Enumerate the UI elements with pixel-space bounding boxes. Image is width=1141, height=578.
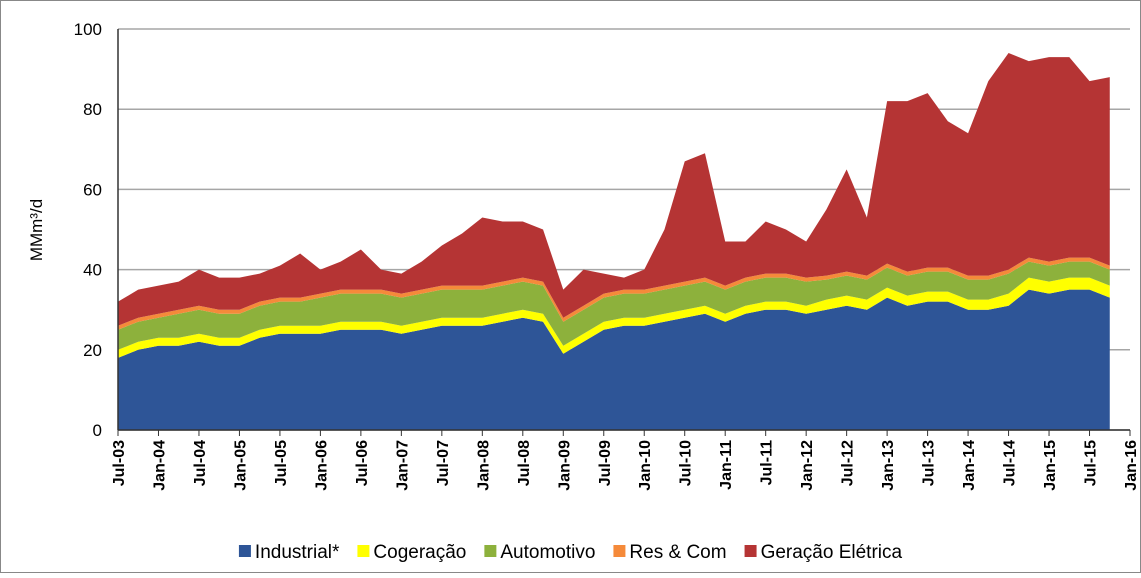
x-tick-label: Jan-16	[1123, 440, 1140, 491]
x-tick-label: Jul-05	[273, 440, 290, 486]
x-tick-label: Jul-06	[354, 440, 371, 486]
x-tick-label: Jan-14	[961, 440, 978, 491]
x-tick-label: Jan-05	[232, 440, 249, 491]
x-tick-label: Jan-11	[718, 440, 735, 490]
legend: Industrial* Cogeração Automotivo Res & Com G…	[238, 542, 903, 563]
y-tick-label: 40	[83, 261, 102, 280]
y-axis-label: MMm³/d	[27, 199, 46, 261]
legend-label: Cogeração	[373, 542, 466, 563]
legend-swatch	[357, 545, 370, 557]
y-tick-label: 0	[93, 421, 102, 440]
x-tick-label: Jan-07	[394, 440, 411, 491]
area	[118, 53, 1110, 326]
area	[118, 257, 1110, 330]
x-tick-label: Jul-14	[1002, 440, 1019, 486]
x-tick-label: Jul-09	[597, 440, 614, 486]
x-tick-label: Jan-08	[475, 440, 492, 491]
x-tick-label: Jul-15	[1083, 440, 1100, 486]
x-tick-label: Jul-12	[840, 440, 857, 486]
x-tick-label: Jan-04	[151, 440, 168, 491]
x-tick-label: Jul-13	[921, 440, 938, 486]
legend-swatch	[238, 545, 251, 557]
legend-label: Res & Com	[629, 542, 726, 563]
y-tick-label: 20	[83, 341, 102, 360]
x-tick-label: Jan-15	[1042, 440, 1059, 491]
legend-swatch	[613, 545, 626, 557]
legend-swatch	[744, 545, 757, 557]
legend-label: Automotivo	[500, 542, 595, 563]
x-tick-label: Jan-10	[637, 440, 654, 491]
x-tick-label: Jul-03	[111, 440, 128, 486]
legend-label: Industrial*	[255, 542, 340, 563]
y-tick-label: 80	[83, 100, 102, 119]
legend-swatch	[484, 545, 497, 557]
x-tick-label: Jul-08	[516, 440, 533, 486]
x-tick-label: Jul-04	[192, 440, 209, 486]
x-tick-label: Jan-13	[880, 440, 897, 491]
x-tick-label: Jan-12	[799, 440, 816, 491]
x-tick-label: Jan-09	[556, 440, 573, 491]
y-tick-label: 100	[74, 20, 102, 39]
x-tick-label: Jul-07	[435, 440, 452, 486]
area	[118, 261, 1110, 350]
y-tick-label: 60	[83, 180, 102, 199]
x-tick-label: Jul-11	[759, 440, 776, 485]
area	[118, 289, 1110, 430]
legend-label: Geração Elétrica	[761, 542, 903, 563]
x-tick-label: Jul-10	[678, 440, 695, 486]
x-tick-label: Jan-06	[313, 440, 330, 491]
